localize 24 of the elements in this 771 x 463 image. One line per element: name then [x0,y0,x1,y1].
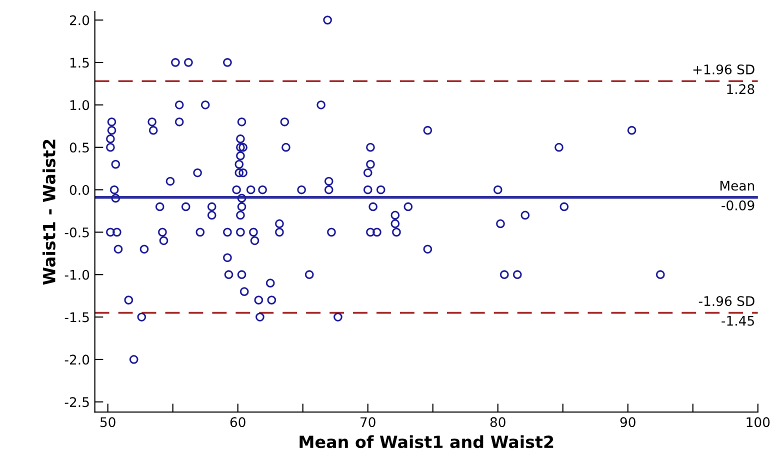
y-tick-label: 2.0 [70,15,90,26]
ref-line-label: +1.96 SD [693,64,754,74]
annotation: -0.09 [722,200,754,210]
x-tick-label: 100 [746,417,770,428]
annotation: 1.28 [727,84,754,94]
x-tick-label: 90 [620,417,636,428]
y-tick-label: 1.0 [70,100,90,110]
y-tick-label: 0.0 [70,184,90,195]
y-tick-label: -1.5 [64,312,89,322]
x-tick-label: 50 [100,417,116,428]
x-tick-label: 60 [230,417,246,428]
y-tick-label: -1.0 [64,270,90,280]
x-axis-title: Mean of Waist1 and Waist2 [300,435,554,448]
y-tick-label: -2.5 [64,397,89,408]
ref-line-label: Mean [720,180,754,191]
x-tick-label: 80 [490,417,506,428]
ref-line-label: -1.96 SD [698,296,754,306]
y-tick-label: -2.0 [64,354,90,365]
y-tick-label: 0.5 [70,142,89,153]
y-tick-label: -0.5 [64,227,89,238]
y-axis-title: Waist1 - Waist2 [42,140,56,285]
x-tick-label: 70 [360,417,376,428]
annotation: -1.45 [722,316,754,326]
y-tick-label: 1.5 [70,58,89,68]
